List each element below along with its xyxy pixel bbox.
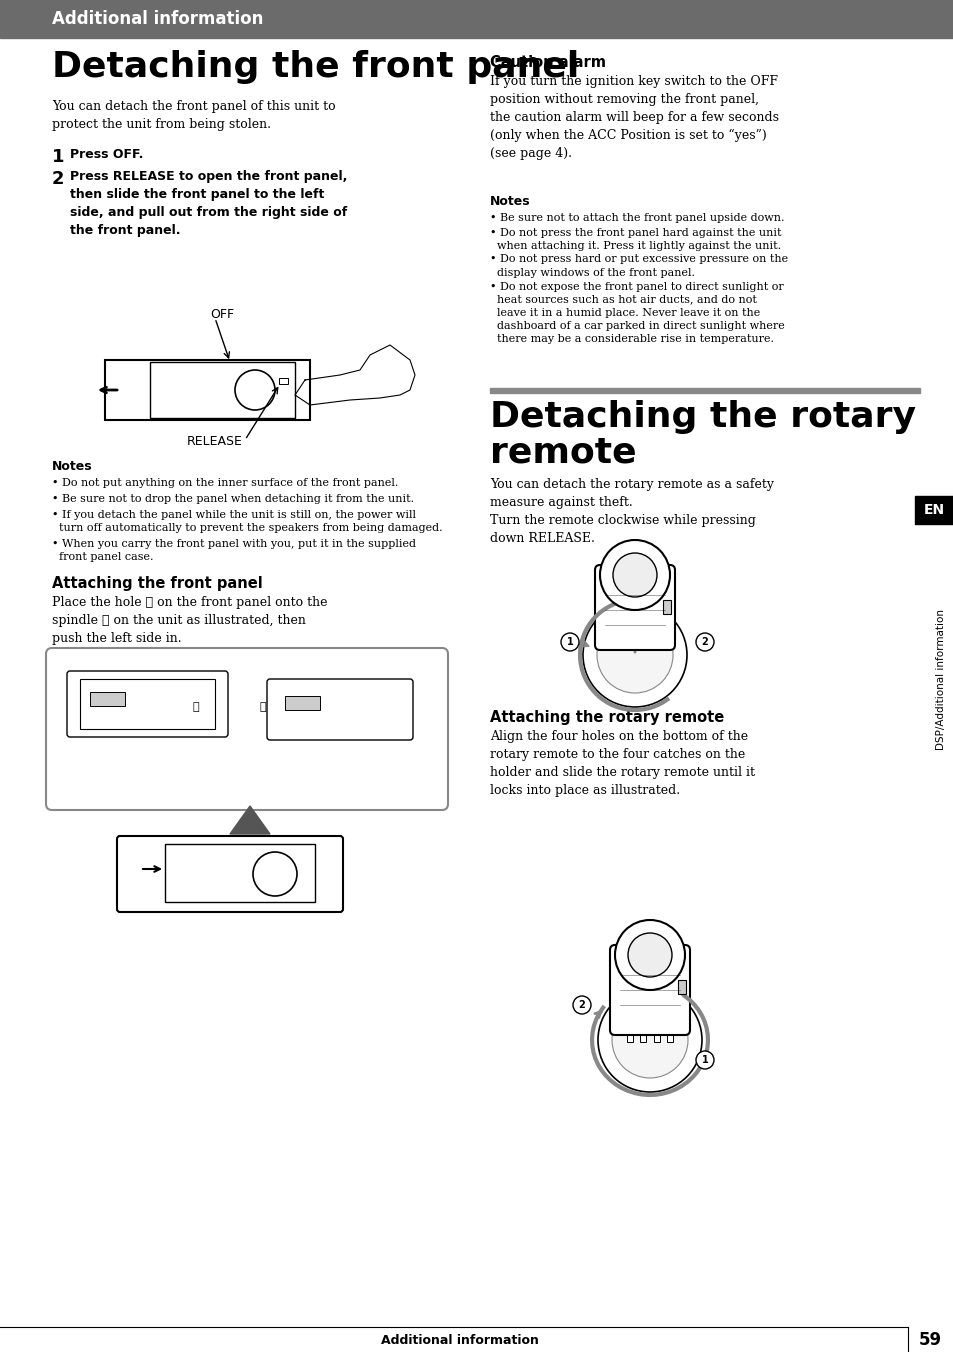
Bar: [678, 980, 685, 994]
Circle shape: [560, 633, 578, 652]
Text: ⓑ: ⓑ: [193, 702, 199, 713]
Text: • Be sure not to attach the front panel upside down.: • Be sure not to attach the front panel …: [490, 214, 783, 223]
Text: Align the four holes on the bottom of the
rotary remote to the four catches on t: Align the four holes on the bottom of th…: [490, 730, 754, 796]
Text: Additional information: Additional information: [380, 1333, 538, 1347]
Circle shape: [599, 539, 669, 610]
FancyBboxPatch shape: [267, 679, 413, 740]
Bar: [165, 844, 314, 902]
Circle shape: [597, 617, 672, 694]
Circle shape: [696, 633, 713, 652]
Text: Notes: Notes: [52, 460, 92, 473]
Circle shape: [253, 852, 296, 896]
Bar: [0, 0, 953, 38]
Text: You can detach the rotary remote as a safety
measure against theft.
Turn the rem: You can detach the rotary remote as a sa…: [490, 479, 773, 545]
Text: • When you carry the front panel with you, put it in the supplied
  front panel : • When you carry the front panel with yo…: [52, 539, 416, 562]
Text: 59: 59: [918, 1330, 941, 1349]
Text: 2: 2: [52, 170, 65, 188]
Polygon shape: [230, 806, 270, 834]
Bar: [654, 1019, 659, 1042]
Text: Attaching the front panel: Attaching the front panel: [52, 576, 262, 591]
Text: 1: 1: [700, 1055, 708, 1065]
Bar: [626, 1019, 633, 1042]
Bar: [490, 388, 919, 393]
FancyBboxPatch shape: [46, 648, 448, 810]
FancyBboxPatch shape: [117, 836, 343, 913]
Bar: [285, 696, 319, 710]
Text: • Do not put anything on the inner surface of the front panel.: • Do not put anything on the inner surfa…: [52, 479, 398, 488]
Text: Detaching the rotary
remote: Detaching the rotary remote: [490, 400, 915, 469]
Circle shape: [613, 553, 657, 598]
Text: • If you detach the panel while the unit is still on, the power will
  turn off : • If you detach the panel while the unit…: [52, 510, 442, 533]
Text: Attaching the rotary remote: Attaching the rotary remote: [490, 710, 723, 725]
Text: • Do not expose the front panel to direct sunlight or
  heat sources such as hot: • Do not expose the front panel to direc…: [490, 281, 784, 345]
Text: • Do not press the front panel hard against the unit
  when attaching it. Press : • Do not press the front panel hard agai…: [490, 227, 781, 250]
Bar: [90, 692, 125, 706]
Text: • Be sure not to drop the panel when detaching it from the unit.: • Be sure not to drop the panel when det…: [52, 493, 414, 504]
Text: 2: 2: [578, 1000, 585, 1010]
FancyBboxPatch shape: [609, 945, 689, 1036]
Text: 1: 1: [52, 147, 65, 166]
Text: Press RELEASE to open the front panel,
then slide the front panel to the left
si: Press RELEASE to open the front panel, t…: [70, 170, 347, 237]
Circle shape: [612, 1002, 687, 1078]
Bar: [914, 496, 953, 525]
Bar: [150, 362, 294, 418]
Text: • Do not press hard or put excessive pressure on the
  display windows of the fr: • Do not press hard or put excessive pre…: [490, 254, 787, 277]
Circle shape: [627, 933, 671, 977]
Text: RELEASE: RELEASE: [187, 435, 243, 448]
Text: Press OFF.: Press OFF.: [70, 147, 143, 161]
Text: Detaching the front panel: Detaching the front panel: [52, 50, 578, 84]
Circle shape: [234, 370, 274, 410]
Text: If you turn the ignition key switch to the OFF
position without removing the fro: If you turn the ignition key switch to t…: [490, 74, 779, 161]
Text: Place the hole ⓐ on the front panel onto the
spindle ⓑ on the unit as illustrate: Place the hole ⓐ on the front panel onto…: [52, 596, 327, 645]
Text: Additional information: Additional information: [52, 9, 263, 28]
Circle shape: [582, 603, 686, 707]
Polygon shape: [105, 360, 310, 420]
Circle shape: [598, 988, 701, 1092]
FancyBboxPatch shape: [595, 565, 675, 650]
Text: ⓐ: ⓐ: [259, 702, 266, 713]
Text: Caution alarm: Caution alarm: [490, 55, 605, 70]
Text: 1: 1: [566, 637, 573, 648]
Text: Notes: Notes: [490, 195, 530, 208]
Bar: [278, 379, 288, 384]
Bar: [639, 1019, 645, 1042]
Text: 2: 2: [700, 637, 708, 648]
Bar: [666, 1019, 672, 1042]
Circle shape: [573, 996, 590, 1014]
Bar: [662, 600, 670, 614]
Bar: [80, 679, 214, 729]
Text: You can detach the front panel of this unit to
protect the unit from being stole: You can detach the front panel of this u…: [52, 100, 335, 131]
Text: EN: EN: [923, 503, 943, 516]
FancyBboxPatch shape: [67, 671, 228, 737]
Text: OFF: OFF: [210, 308, 233, 320]
Circle shape: [615, 919, 684, 990]
Text: DSP/Additional information: DSP/Additional information: [935, 610, 945, 750]
Circle shape: [696, 1051, 713, 1069]
